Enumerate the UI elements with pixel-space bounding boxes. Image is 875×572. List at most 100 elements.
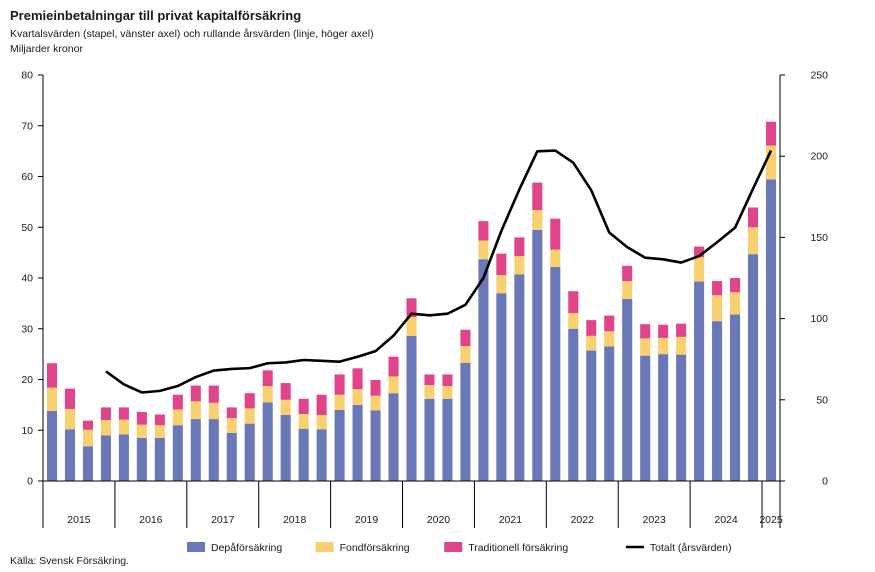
bar-fond	[388, 376, 399, 394]
bar-depa	[496, 293, 507, 481]
bar-trad	[334, 374, 345, 395]
year-label: 2019	[355, 514, 379, 526]
bar-fond	[370, 395, 381, 411]
bar-trad	[550, 218, 561, 250]
bar-depa	[765, 179, 777, 482]
bar-depa	[640, 355, 651, 481]
bar-depa	[712, 321, 723, 481]
bar-fond	[172, 409, 183, 426]
bar-depa	[460, 362, 471, 481]
year-label: 2024	[714, 514, 738, 526]
bar-fond	[334, 394, 345, 410]
axes-layer: 0 10 20 30 40 50 60 70 80 0 50 100 150 200 250 2015 2016…	[21, 70, 828, 528]
bar-fond	[316, 415, 327, 430]
bar-depa	[748, 254, 759, 481]
bar-fond	[532, 210, 543, 230]
left-tick-label: 10	[21, 425, 33, 437]
bar-trad	[352, 368, 363, 390]
year-label: 2015	[67, 514, 91, 526]
year-label: 2017	[211, 514, 235, 526]
bar-depa	[280, 415, 291, 481]
bar-fond	[46, 387, 58, 411]
bar-depa	[550, 266, 561, 481]
bar-depa	[262, 402, 273, 481]
bar-depa	[334, 409, 345, 481]
bar-depa	[622, 298, 633, 481]
bar-depa	[154, 437, 165, 481]
legend: Depåförsäkring Fondförsäkring Traditionell…	[187, 542, 732, 554]
bar-fond	[154, 425, 165, 438]
source-note: Källa: Svensk Försäkring.	[10, 555, 130, 567]
bar-layer	[46, 121, 777, 482]
bar-depa	[370, 410, 381, 481]
bar-fond	[478, 240, 489, 260]
bar-trad	[298, 398, 309, 415]
bar-fond	[640, 338, 651, 356]
bar-fond	[514, 256, 525, 275]
bar-depa	[226, 432, 237, 481]
bar-fond	[118, 419, 129, 435]
year-label: 2025	[759, 514, 783, 526]
bar-trad	[532, 182, 543, 210]
bar-fond	[244, 408, 255, 424]
bar-depa	[586, 350, 597, 481]
bar-depa	[532, 229, 543, 481]
bar-depa	[190, 419, 201, 481]
left-tick-label: 80	[21, 70, 33, 82]
year-label: 2016	[139, 514, 163, 526]
left-tick-label: 50	[21, 222, 33, 234]
right-tick-label: 150	[810, 232, 828, 244]
right-tick-label: 0	[822, 476, 828, 488]
left-tick-label: 20	[21, 374, 33, 386]
right-tick-label: 50	[816, 394, 828, 406]
bar-fond	[658, 337, 669, 355]
bar-trad	[154, 414, 165, 426]
bar-depa	[388, 393, 399, 481]
bar-trad	[748, 207, 759, 228]
bar-trad	[388, 356, 399, 377]
bar-fond	[712, 295, 723, 322]
right-tick-label: 250	[810, 70, 828, 82]
bar-fond	[586, 335, 597, 351]
bar-trad	[118, 407, 129, 420]
bar-trad	[172, 394, 183, 410]
bar-fond	[604, 331, 615, 347]
bar-trad	[460, 329, 471, 346]
bar-depa	[244, 423, 255, 481]
bar-depa	[136, 437, 147, 481]
year-label: 2021	[499, 514, 523, 526]
bar-fond	[765, 145, 777, 180]
year-label: 2023	[642, 514, 666, 526]
bar-fond	[568, 313, 579, 329]
bar-depa	[172, 425, 183, 481]
bar-fond	[208, 402, 219, 420]
bar-depa	[442, 398, 453, 481]
unit-label: Miljarder kronor	[10, 43, 83, 55]
bar-fond	[496, 274, 507, 294]
bar-trad	[82, 420, 93, 430]
bar-depa	[730, 314, 741, 481]
chart-title: Premieinbetalningar till privat kapitalf…	[10, 8, 302, 23]
legend-label: Traditionell försäkring	[468, 542, 568, 554]
bar-depa	[424, 398, 435, 481]
chart-subtitle: Kvartalsvärden (stapel, vänster axel) oc…	[10, 28, 374, 40]
bar-trad	[280, 383, 291, 400]
bar-fond	[190, 401, 201, 420]
bar-fond	[676, 336, 687, 355]
legend-swatch-trad	[444, 542, 463, 552]
bar-trad	[730, 278, 741, 293]
bar-fond	[352, 389, 363, 405]
bar-trad	[244, 393, 255, 409]
bar-trad	[514, 237, 525, 257]
bar-fond	[730, 292, 741, 315]
bar-trad	[478, 221, 489, 241]
bar-depa	[118, 434, 129, 481]
bar-trad	[262, 370, 273, 387]
bar-fond	[226, 418, 237, 433]
legend-label: Fondförsäkring	[340, 542, 410, 554]
bar-trad	[316, 394, 327, 416]
bar-fond	[100, 420, 111, 436]
bar-depa	[46, 410, 58, 481]
right-tick-label: 100	[810, 313, 828, 325]
